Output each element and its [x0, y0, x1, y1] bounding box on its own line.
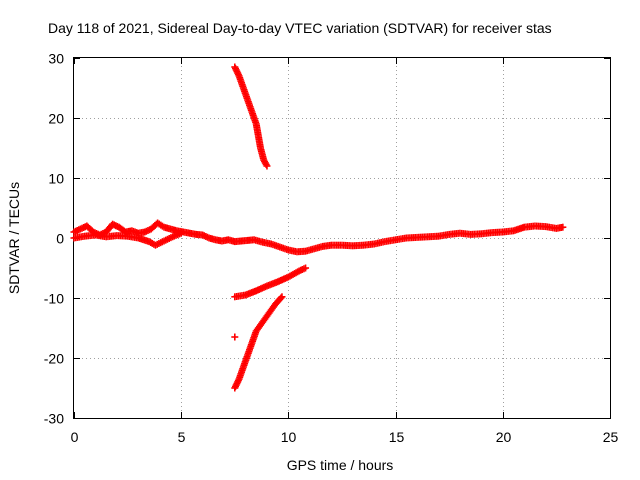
x-axis-label: GPS time / hours — [287, 457, 394, 473]
y-tick-labels: 30 20 10 0 -10 -20 -30 — [44, 51, 64, 427]
data-point — [231, 333, 239, 341]
x-tick-label: 20 — [496, 429, 512, 445]
data-point — [263, 162, 271, 170]
chart-title: Day 118 of 2021, Sidereal Day-to-day VTE… — [48, 20, 552, 36]
x-tick-labels: 0 5 10 15 20 25 — [71, 429, 619, 445]
y-tick-label: -10 — [44, 291, 64, 307]
y-tick-label: 20 — [48, 111, 64, 127]
x-tick-label: 0 — [71, 429, 79, 445]
x-tick-label: 15 — [389, 429, 405, 445]
y-axis-label: SDTVAR / TECUs — [6, 182, 22, 294]
x-tick-label: 10 — [281, 429, 297, 445]
x-tick-label: 25 — [603, 429, 619, 445]
y-tick-label: 10 — [48, 171, 64, 187]
data-point — [559, 223, 567, 231]
y-tick-label: 30 — [48, 51, 64, 67]
y-tick-label: -20 — [44, 351, 64, 367]
data-point — [262, 161, 270, 168]
data-point — [302, 264, 310, 272]
grid — [74, 58, 610, 418]
data-point — [177, 229, 185, 237]
tick-marks — [74, 58, 611, 419]
data-points — [70, 63, 567, 392]
y-tick-label: 0 — [56, 231, 64, 247]
data-point — [277, 294, 285, 302]
data-point — [278, 293, 286, 301]
y-tick-label: -30 — [44, 411, 64, 427]
x-tick-label: 5 — [178, 429, 186, 445]
